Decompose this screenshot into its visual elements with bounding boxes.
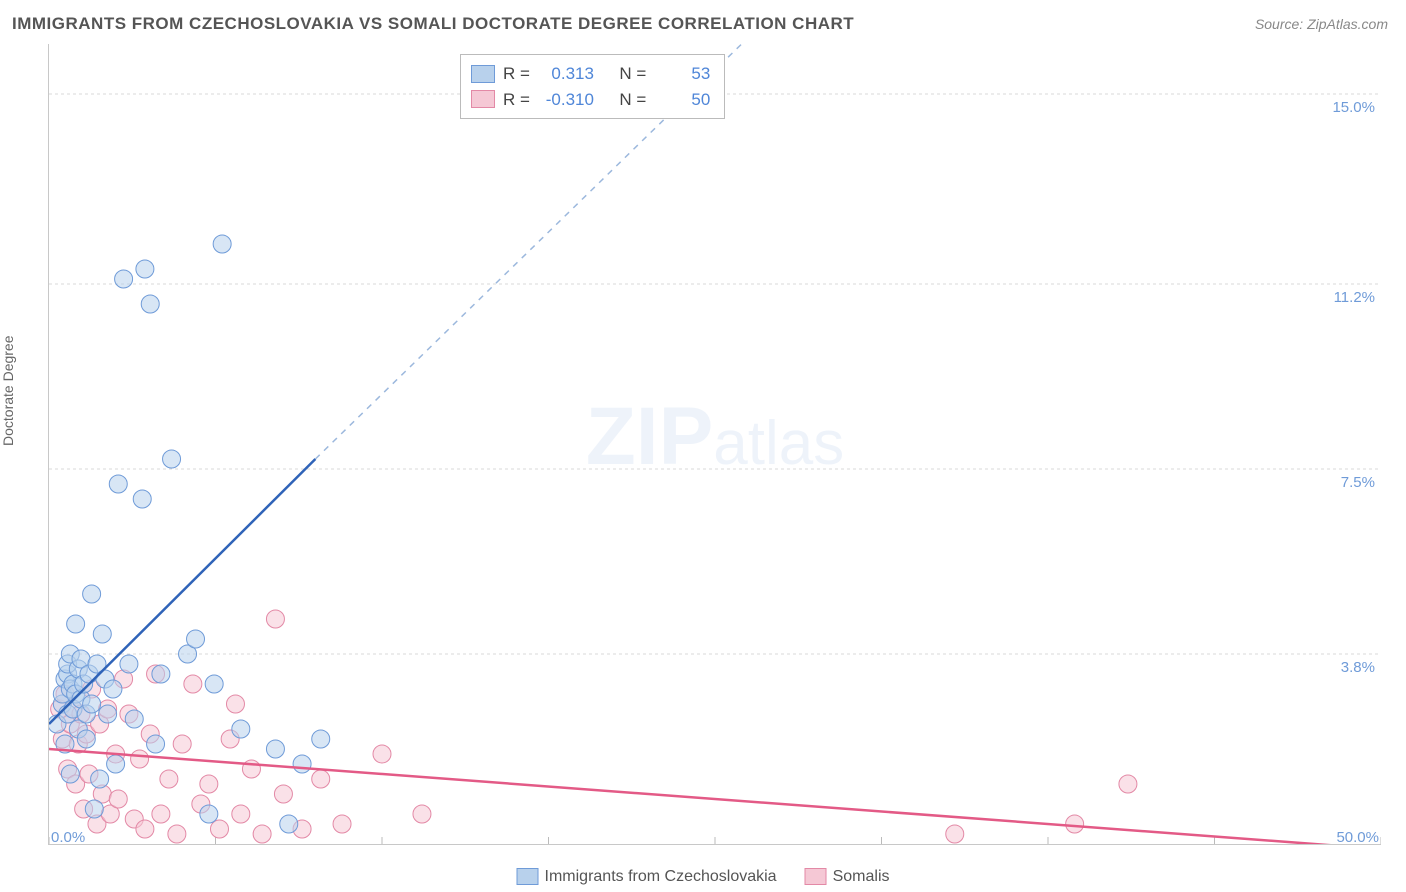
svg-text:11.2%: 11.2%: [1334, 289, 1375, 306]
scatter-plot: ZIPatlas 3.8% 7.5% 11.2% 15.0% 0.0% 50.0%: [48, 44, 1381, 845]
svg-text:15.0%: 15.0%: [1332, 99, 1375, 116]
legend-swatch-b: [471, 90, 495, 108]
legend-swatch-a-icon: [517, 868, 539, 885]
legend-n-label: N =: [619, 87, 646, 113]
svg-text:0.0%: 0.0%: [51, 829, 85, 845]
svg-text:3.8%: 3.8%: [1341, 659, 1375, 676]
source-label: Source: ZipAtlas.com: [1255, 16, 1388, 32]
legend-label-b: Somalis: [833, 868, 890, 885]
legend-r-label: R =: [503, 61, 530, 87]
svg-text:50.0%: 50.0%: [1336, 829, 1379, 845]
legend-n-label: N =: [619, 61, 646, 87]
chart-title: IMMIGRANTS FROM CZECHOSLOVAKIA VS SOMALI…: [12, 14, 854, 34]
svg-text:7.5%: 7.5%: [1341, 474, 1375, 491]
legend-r-value-a: 0.313: [538, 61, 594, 87]
correlation-legend: R = 0.313 N = 53 R = -0.310 N = 50: [460, 54, 725, 119]
legend-r-label: R =: [503, 87, 530, 113]
legend-r-value-b: -0.310: [538, 87, 594, 113]
legend-swatch-b-icon: [805, 868, 827, 885]
watermark: ZIPatlas: [586, 391, 845, 482]
legend-n-value-b: 50: [654, 87, 710, 113]
y-axis-label: Doctorate Degree: [0, 335, 16, 446]
legend-label-a: Immigrants from Czechoslovakia: [545, 868, 777, 885]
legend-n-value-a: 53: [654, 61, 710, 87]
legend-swatch-a: [471, 65, 495, 83]
series-legend: Immigrants from Czechoslovakia Somalis: [517, 868, 890, 886]
